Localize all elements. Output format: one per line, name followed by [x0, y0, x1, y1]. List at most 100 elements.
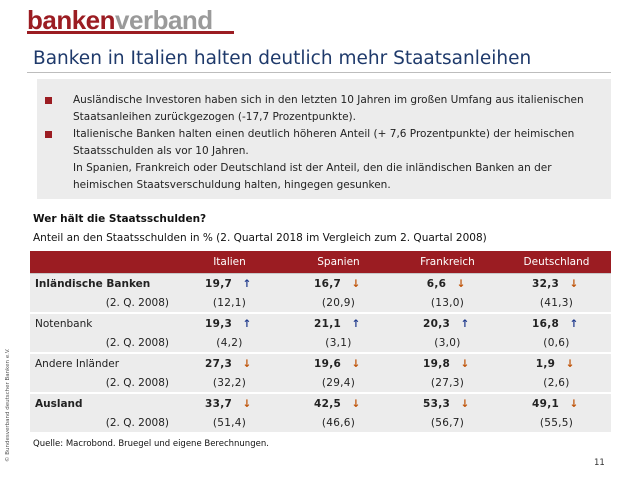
arrow-down-icon: ↓ [242, 357, 252, 370]
column-header: Italien [175, 251, 284, 274]
previous-value-cell: (3,1) [284, 333, 393, 353]
share-value: 27,3 [204, 357, 233, 370]
row-label: Ausland [30, 392, 175, 413]
header-blank [30, 251, 175, 274]
value-cell: 1,9 ↓ [502, 352, 611, 373]
bullet-square-icon [45, 97, 52, 104]
value-cell: 6,6 ↓ [393, 273, 502, 293]
row-label: Inländische Banken [30, 273, 175, 293]
logo-underline [27, 31, 234, 34]
row-label: Andere Inländer [30, 352, 175, 373]
arrow-down-icon: ↓ [565, 357, 575, 370]
previous-value-cell: (2,6) [502, 373, 611, 393]
table-row-previous: (2. Q. 2008) (12,1) (20,9) (13,0) (41,3) [30, 293, 611, 313]
arrow-up-icon: ↑ [569, 317, 579, 330]
bullet-square-icon [45, 131, 52, 138]
table-row-current: Notenbank 19,3 ↑ 21,1 ↑ 20,3 ↑ 16,8 ↑ [30, 312, 611, 333]
bullet-text: Italienische Banken halten einen deutlic… [73, 126, 605, 194]
arrow-down-icon: ↓ [242, 397, 252, 410]
share-value: 1,9 [535, 357, 556, 370]
previous-period-label: (2. Q. 2008) [30, 333, 175, 353]
arrow-up-icon: ↑ [351, 317, 361, 330]
table-row-current: Andere Inländer 27,3 ↓ 19,6 ↓ 19,8 ↓ 1,9 ↓ [30, 352, 611, 373]
logo-part-1: banken [27, 5, 116, 35]
previous-value-cell: (32,2) [175, 373, 284, 393]
bullet-item: Italienische Banken halten einen deutlic… [45, 126, 605, 194]
previous-value-cell: (29,4) [284, 373, 393, 393]
previous-value-cell: (12,1) [175, 293, 284, 313]
bullet-text-line: In Spanien, Frankreich oder Deutschland … [73, 162, 552, 191]
table-row-previous: (2. Q. 2008) (32,2) (29,4) (27,3) (2,6) [30, 373, 611, 393]
share-value: 42,5 [313, 397, 342, 410]
value-cell: 20,3 ↑ [393, 312, 502, 333]
source-note: Quelle: Macrobond. Bruegel und eigene Be… [33, 439, 269, 449]
previous-value-cell: (51,4) [175, 413, 284, 432]
arrow-down-icon: ↓ [351, 397, 361, 410]
holdings-table: Italien Spanien Frankreich Deutschland I… [30, 251, 611, 432]
logo: bankenverband [27, 7, 213, 33]
value-cell: 19,6 ↓ [284, 352, 393, 373]
previous-period-label: (2. Q. 2008) [30, 293, 175, 313]
column-header: Spanien [284, 251, 393, 274]
value-cell: 16,7 ↓ [284, 273, 393, 293]
page-number: 11 [594, 458, 605, 468]
column-header: Deutschland [502, 251, 611, 274]
table-row-current: Inländische Banken 19,7 ↑ 16,7 ↓ 6,6 ↓ 32,3 … [30, 273, 611, 293]
table-row-previous: (2. Q. 2008) (51,4) (46,6) (56,7) (55,5) [30, 413, 611, 432]
previous-value-cell: (46,6) [284, 413, 393, 432]
previous-value-cell: (4,2) [175, 333, 284, 353]
share-value: 21,1 [313, 317, 342, 330]
share-value: 49,1 [531, 397, 560, 410]
previous-value-cell: (13,0) [393, 293, 502, 313]
value-cell: 19,3 ↑ [175, 312, 284, 333]
row-label: Notenbank [30, 312, 175, 333]
share-value: 20,3 [422, 317, 451, 330]
share-value: 19,6 [313, 357, 342, 370]
bullet-text: Ausländische Investoren haben sich in de… [73, 94, 584, 123]
value-cell: 42,5 ↓ [284, 392, 393, 413]
previous-value-cell: (41,3) [502, 293, 611, 313]
logo-part-2: verband [115, 5, 213, 35]
table-row-previous: (2. Q. 2008) (4,2) (3,1) (3,0) (0,6) [30, 333, 611, 353]
arrow-down-icon: ↓ [351, 357, 361, 370]
share-value: 16,8 [531, 317, 560, 330]
share-value: 19,3 [204, 317, 233, 330]
share-value: 32,3 [531, 277, 560, 290]
bullet-item: Ausländische Investoren haben sich in de… [45, 92, 605, 126]
value-cell: 32,3 ↓ [502, 273, 611, 293]
previous-period-label: (2. Q. 2008) [30, 413, 175, 432]
title-divider [27, 72, 611, 73]
value-cell: 19,8 ↓ [393, 352, 502, 373]
value-cell: 19,7 ↑ [175, 273, 284, 293]
share-value: 19,8 [422, 357, 451, 370]
value-cell: 49,1 ↓ [502, 392, 611, 413]
previous-value-cell: (56,7) [393, 413, 502, 432]
share-value: 6,6 [426, 277, 447, 290]
previous-value-cell: (55,5) [502, 413, 611, 432]
arrow-down-icon: ↓ [460, 357, 470, 370]
previous-value-cell: (20,9) [284, 293, 393, 313]
table-row-current: Ausland 33,7 ↓ 42,5 ↓ 53,3 ↓ 49,1 ↓ [30, 392, 611, 413]
value-cell: 16,8 ↑ [502, 312, 611, 333]
arrow-up-icon: ↑ [242, 317, 252, 330]
previous-value-cell: (27,3) [393, 373, 502, 393]
arrow-down-icon: ↓ [569, 397, 579, 410]
previous-value-cell: (3,0) [393, 333, 502, 353]
previous-value-cell: (0,6) [502, 333, 611, 353]
arrow-up-icon: ↑ [242, 277, 252, 290]
value-cell: 33,7 ↓ [175, 392, 284, 413]
table-header-row: Italien Spanien Frankreich Deutschland [30, 251, 611, 274]
share-value: 19,7 [204, 277, 233, 290]
bullet-box: Ausländische Investoren haben sich in de… [37, 79, 611, 199]
column-header: Frankreich [393, 251, 502, 274]
table-body: Inländische Banken 19,7 ↑ 16,7 ↓ 6,6 ↓ 32,3 … [30, 273, 611, 432]
previous-period-label: (2. Q. 2008) [30, 373, 175, 393]
table-title: Wer hält die Staatsschulden? [33, 213, 207, 225]
arrow-down-icon: ↓ [456, 277, 466, 290]
bullet-text-line: Italienische Banken halten einen deutlic… [73, 128, 575, 157]
value-cell: 21,1 ↑ [284, 312, 393, 333]
arrow-down-icon: ↓ [569, 277, 579, 290]
share-value: 33,7 [204, 397, 233, 410]
share-value: 16,7 [313, 277, 342, 290]
page-title: Banken in Italien halten deutlich mehr S… [33, 48, 532, 69]
